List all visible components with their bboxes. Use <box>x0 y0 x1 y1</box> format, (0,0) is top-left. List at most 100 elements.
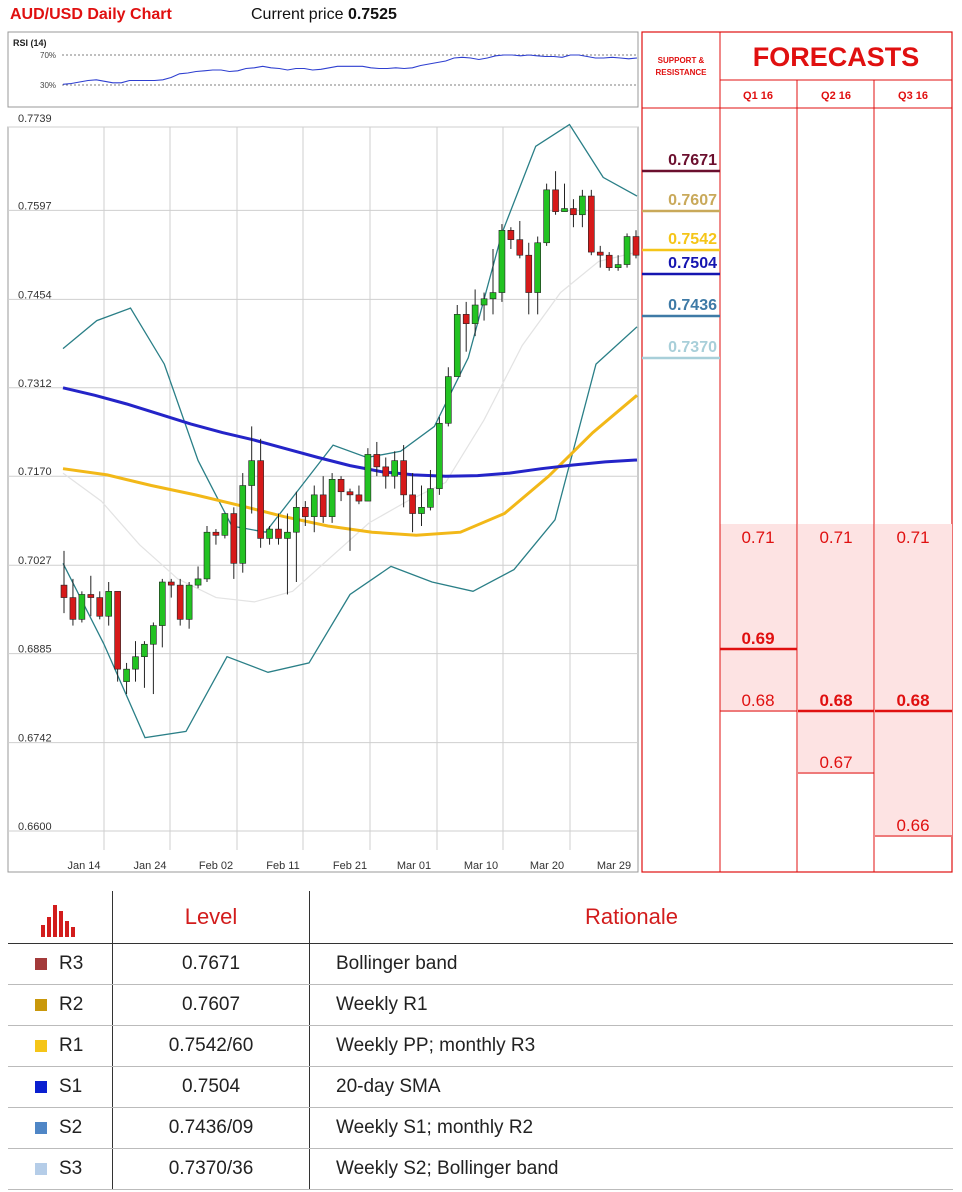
y-tick-label: 0.6600 <box>18 821 52 833</box>
candle <box>87 575 95 617</box>
candle <box>159 578 166 648</box>
y-tick-label: 0.7739 <box>18 113 52 125</box>
candle <box>221 513 229 539</box>
candle <box>507 227 515 249</box>
candle <box>373 441 381 477</box>
table-row: S1 0.7504 20-day SMA <box>8 1066 953 1108</box>
forecast-panel: SUPPORT & RESISTANCE FORECASTS Q1 16 Q2 … <box>641 31 953 873</box>
rsi-label: RSI (14) <box>13 38 47 48</box>
sr-level-label: 0.7542 <box>668 231 717 248</box>
candle <box>293 491 300 583</box>
level-name: R3 <box>59 952 84 974</box>
candle <box>150 622 157 695</box>
sma200-line <box>62 386 638 478</box>
q3-high: 0.71 <box>896 528 929 547</box>
candle <box>525 242 533 315</box>
candle <box>427 469 434 511</box>
candle <box>346 488 354 551</box>
rationale-column-header: Rationale <box>309 891 953 944</box>
q3-main: 0.68 <box>896 691 929 710</box>
x-tick-label: Jan 24 <box>133 860 166 872</box>
bar-chart-icon <box>41 905 75 937</box>
candle <box>248 426 255 514</box>
candle <box>114 591 121 682</box>
levels-table-header: Level Rationale <box>8 891 953 944</box>
q2-header: Q2 16 <box>821 90 851 102</box>
candle <box>78 591 86 623</box>
candle <box>605 252 613 271</box>
candle <box>302 501 309 526</box>
sr-level: 0.7436 <box>642 297 720 318</box>
level-value: 0.7671 <box>112 943 310 985</box>
x-tick-label: Mar 10 <box>464 860 498 872</box>
candle <box>462 301 470 352</box>
level-value: 0.7607 <box>112 984 310 1026</box>
sr-level-label: 0.7671 <box>668 152 717 169</box>
candle <box>257 438 264 548</box>
level-rationale: Weekly S1; monthly R2 <box>309 1107 953 1149</box>
candle <box>284 513 291 595</box>
candle <box>275 513 282 545</box>
candle <box>132 641 139 682</box>
candle <box>60 550 68 614</box>
candle <box>552 171 559 215</box>
candle <box>310 485 318 533</box>
candle <box>337 476 345 502</box>
y-tick-label: 0.7312 <box>18 378 52 390</box>
candle <box>176 578 184 626</box>
levels-table: Level Rationale R3 0.7671 Bollinger band R2… <box>8 891 953 1190</box>
level-rationale: 20-day SMA <box>309 1066 953 1108</box>
x-tick-label: Mar 20 <box>530 860 564 872</box>
rsi-30-label: 30% <box>40 81 56 90</box>
candle <box>453 305 461 377</box>
candle <box>579 189 586 228</box>
current-price: Current price 0.7525 <box>251 6 397 23</box>
q1-main: 0.69 <box>741 629 774 648</box>
level-name: R2 <box>59 993 84 1015</box>
level-rationale: Weekly PP; monthly R3 <box>309 1025 953 1067</box>
level-swatch <box>35 1121 47 1134</box>
sr-level: 0.7542 <box>642 231 720 252</box>
candle <box>203 525 211 583</box>
candle <box>632 230 640 259</box>
level-name: S3 <box>59 1157 83 1179</box>
y-tick-label: 0.6885 <box>18 644 52 656</box>
candle <box>471 289 479 337</box>
candle <box>623 233 631 268</box>
level-swatch <box>35 1162 47 1175</box>
candle <box>319 476 327 523</box>
candle <box>516 220 524 259</box>
table-row: R2 0.7607 Weekly R1 <box>8 984 953 1026</box>
candle <box>489 248 497 315</box>
sr-level: 0.7504 <box>642 255 720 276</box>
candle <box>561 183 568 212</box>
sr-level: 0.7671 <box>642 152 720 173</box>
candle <box>436 417 443 495</box>
x-tick-label: Mar 29 <box>597 860 631 872</box>
level-name: R1 <box>59 1034 84 1056</box>
forecasts-title: FORECASTS <box>753 42 920 72</box>
bollinger-lower-line <box>62 326 638 739</box>
level-swatch <box>35 1080 47 1093</box>
x-tick-label: Mar 01 <box>397 860 431 872</box>
table-row: S3 0.7370/36 Weekly S2; Bollinger band <box>8 1148 953 1190</box>
candle <box>194 566 202 589</box>
candle <box>355 485 363 505</box>
candle <box>382 457 390 489</box>
candle <box>167 578 175 598</box>
sr-level: 0.7370 <box>642 339 720 360</box>
level-name: S1 <box>59 1075 83 1097</box>
candle <box>391 451 398 489</box>
rsi-line <box>62 54 638 85</box>
q2-low: 0.67 <box>819 753 852 772</box>
y-tick-label: 0.7027 <box>18 555 52 567</box>
candle <box>498 224 506 302</box>
chart-title: AUD/USD Daily Chart <box>10 6 172 23</box>
sr-level: 0.7607 <box>642 192 720 213</box>
candle <box>543 183 550 246</box>
x-tick-label: Feb 11 <box>266 860 299 872</box>
current-price-value: 0.7525 <box>347 6 397 23</box>
level-rationale: Bollinger band <box>309 943 953 985</box>
rsi-panel: RSI (14) 70% 30% <box>7 31 639 108</box>
q1-low: 0.68 <box>741 691 774 710</box>
